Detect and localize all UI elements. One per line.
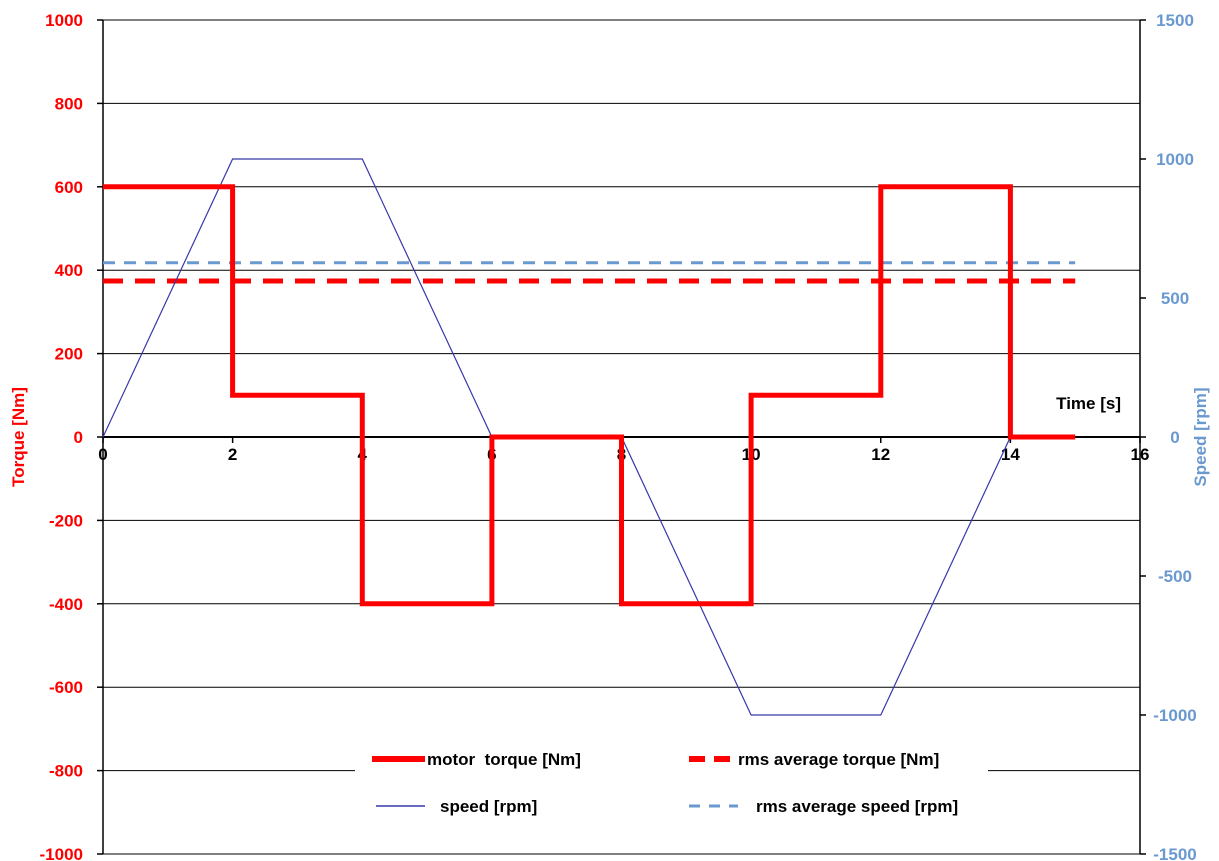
left-tick-label: 400: [55, 261, 83, 280]
left-tick-label: 200: [55, 345, 83, 364]
right-tick-label: 0: [1170, 428, 1179, 447]
left-tick-label: 600: [55, 178, 83, 197]
right-tick-label: -1000: [1153, 706, 1196, 725]
left-tick-label: -600: [49, 678, 83, 697]
x-tick-label: 16: [1131, 445, 1150, 464]
right-axis-ticks: 1500 1000 500 0 -500 -1000 -1500: [1140, 11, 1197, 861]
x-tick-label: 0: [98, 445, 107, 464]
legend: motor torque [Nm] rms average torque [Nm…: [355, 735, 988, 831]
left-tick-label: 0: [74, 428, 83, 447]
series-lines: [102, 158, 1076, 716]
legend-label-speed: speed [rpm]: [440, 797, 537, 816]
left-axis-ticks: 1000 800 600 400 200 0 -200 -400 -600 -800 -1000: [40, 11, 103, 861]
x-axis-title: Time [s]: [1056, 394, 1121, 413]
x-tick-label: 2: [228, 445, 237, 464]
x-tick-label: 12: [871, 445, 890, 464]
left-tick-label: 800: [55, 94, 83, 113]
left-tick-label: -400: [49, 595, 83, 614]
legend-background: [355, 735, 988, 831]
left-tick-label: -1000: [40, 845, 83, 861]
x-tick-label: 14: [1001, 445, 1020, 464]
legend-label-rms-torque: rms average torque [Nm]: [738, 750, 939, 769]
series-line-motor-torque: [103, 184, 1076, 607]
legend-label-motor-torque: motor torque [Nm]: [427, 750, 581, 769]
left-tick-label: -800: [49, 762, 83, 781]
left-tick-label: -200: [49, 511, 83, 530]
left-tick-label: 1000: [45, 11, 83, 30]
right-axis-title: Speed [rpm]: [1191, 387, 1210, 486]
right-tick-label: 1500: [1156, 11, 1194, 30]
right-tick-label: 500: [1161, 289, 1189, 308]
right-tick-label: 1000: [1156, 150, 1194, 169]
right-tick-label: -500: [1158, 567, 1192, 586]
legend-label-rms-speed: rms average speed [rpm]: [756, 797, 958, 816]
left-axis-title: Torque [Nm]: [9, 387, 28, 487]
right-tick-label: -1500: [1153, 845, 1196, 861]
